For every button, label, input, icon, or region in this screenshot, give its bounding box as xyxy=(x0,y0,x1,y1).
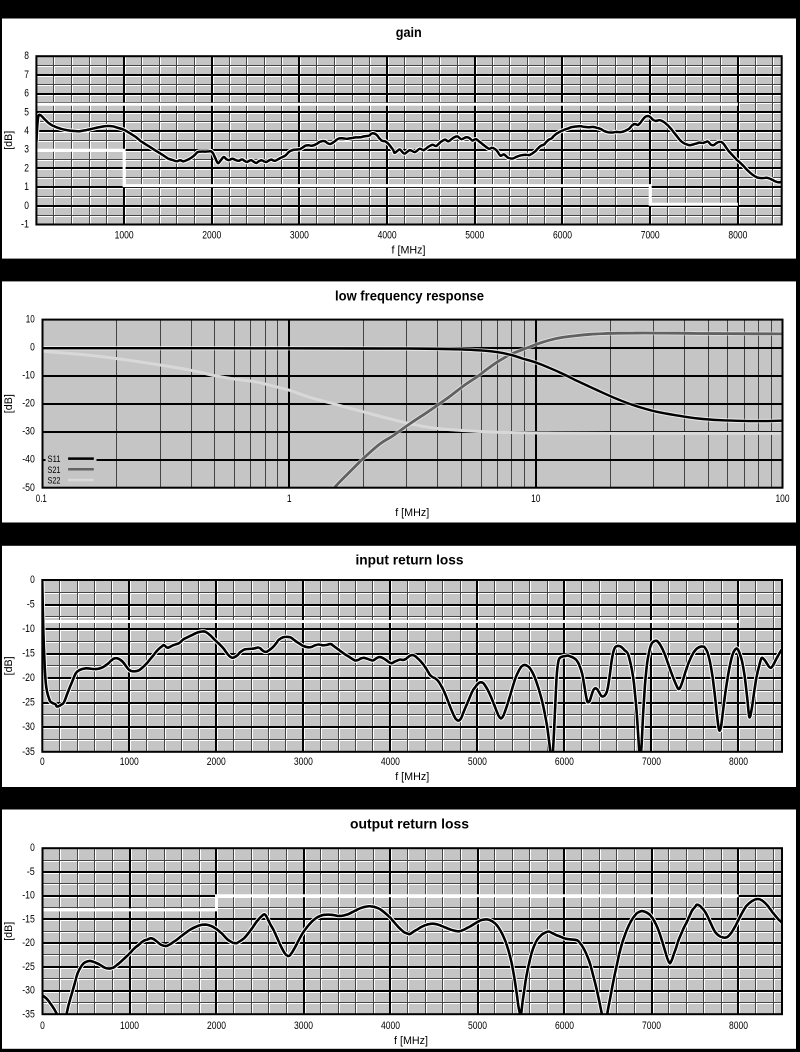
svg-text:[dB]: [dB] xyxy=(3,394,15,413)
svg-text:7000: 7000 xyxy=(641,229,660,241)
svg-text:4000: 4000 xyxy=(381,1020,400,1032)
svg-text:S21: S21 xyxy=(48,465,61,476)
svg-text:f [MHz]: f [MHz] xyxy=(395,771,429,783)
svg-text:-1: -1 xyxy=(21,219,29,231)
svg-text:output return loss: output return loss xyxy=(350,816,469,831)
svg-text:0: 0 xyxy=(30,574,35,586)
svg-text:-15: -15 xyxy=(22,913,35,925)
svg-text:0: 0 xyxy=(24,200,29,212)
svg-text:-10: -10 xyxy=(22,623,35,635)
svg-text:-35: -35 xyxy=(22,1008,35,1020)
svg-text:6: 6 xyxy=(24,88,29,100)
svg-text:S11: S11 xyxy=(48,454,61,465)
svg-text:2000: 2000 xyxy=(202,229,221,241)
svg-text:-30: -30 xyxy=(22,426,35,438)
svg-text:0: 0 xyxy=(30,842,35,854)
svg-text:7000: 7000 xyxy=(642,1020,661,1032)
svg-text:7000: 7000 xyxy=(642,756,661,768)
svg-text:4000: 4000 xyxy=(378,229,397,241)
svg-text:2000: 2000 xyxy=(207,1020,226,1032)
svg-text:-10: -10 xyxy=(22,370,35,382)
svg-text:-20: -20 xyxy=(22,398,35,410)
svg-text:100: 100 xyxy=(775,493,789,505)
svg-text:3000: 3000 xyxy=(294,756,313,768)
svg-text:-25: -25 xyxy=(22,961,35,973)
svg-text:10: 10 xyxy=(26,314,35,326)
svg-text:5000: 5000 xyxy=(468,756,487,768)
svg-text:input return loss: input return loss xyxy=(356,553,464,568)
svg-text:0: 0 xyxy=(40,1020,45,1032)
svg-text:6000: 6000 xyxy=(555,756,574,768)
svg-text:f [MHz]: f [MHz] xyxy=(394,1035,428,1047)
svg-text:-15: -15 xyxy=(22,648,35,660)
svg-text:S22: S22 xyxy=(48,476,61,487)
svg-text:-35: -35 xyxy=(22,746,35,758)
svg-text:5000: 5000 xyxy=(465,229,484,241)
svg-text:2000: 2000 xyxy=(207,756,226,768)
svg-text:-40: -40 xyxy=(22,454,35,466)
svg-text:0: 0 xyxy=(30,342,35,354)
svg-text:-5: -5 xyxy=(27,599,35,611)
svg-text:f [MHz]: f [MHz] xyxy=(392,245,426,257)
svg-text:6000: 6000 xyxy=(555,1020,574,1032)
svg-text:-50: -50 xyxy=(22,482,35,494)
svg-text:2: 2 xyxy=(24,162,29,174)
svg-text:-20: -20 xyxy=(22,937,35,949)
svg-text:3000: 3000 xyxy=(294,1020,313,1032)
svg-text:8: 8 xyxy=(24,50,29,62)
svg-text:8000: 8000 xyxy=(729,756,748,768)
svg-text:1000: 1000 xyxy=(120,1020,139,1032)
svg-text:4: 4 xyxy=(24,125,29,137)
svg-text:6000: 6000 xyxy=(553,229,572,241)
svg-text:1000: 1000 xyxy=(120,756,139,768)
svg-text:[dB]: [dB] xyxy=(3,922,15,941)
svg-text:1: 1 xyxy=(287,493,292,505)
svg-text:f [MHz]: f [MHz] xyxy=(395,507,429,519)
svg-text:-25: -25 xyxy=(22,697,35,709)
svg-text:low frequency response: low frequency response xyxy=(335,289,484,304)
svg-text:8000: 8000 xyxy=(728,229,747,241)
svg-text:5000: 5000 xyxy=(468,1020,487,1032)
svg-text:4000: 4000 xyxy=(381,756,400,768)
svg-text:gain: gain xyxy=(396,25,422,40)
svg-text:[dB]: [dB] xyxy=(3,656,15,675)
svg-text:10: 10 xyxy=(531,493,540,505)
svg-text:8000: 8000 xyxy=(729,1020,748,1032)
svg-text:-20: -20 xyxy=(22,672,35,684)
svg-text:3000: 3000 xyxy=(290,229,309,241)
svg-text:0.1: 0.1 xyxy=(36,493,47,505)
svg-text:3: 3 xyxy=(24,144,29,156)
svg-text:[dB]: [dB] xyxy=(3,131,15,150)
svg-text:-10: -10 xyxy=(22,890,35,902)
svg-text:7: 7 xyxy=(24,69,29,81)
svg-text:-5: -5 xyxy=(27,866,35,878)
svg-text:5: 5 xyxy=(24,106,29,118)
svg-text:1000: 1000 xyxy=(115,229,134,241)
svg-text:1: 1 xyxy=(24,181,29,193)
svg-text:-30: -30 xyxy=(22,721,35,733)
svg-text:0: 0 xyxy=(40,756,45,768)
svg-text:-30: -30 xyxy=(22,985,35,997)
